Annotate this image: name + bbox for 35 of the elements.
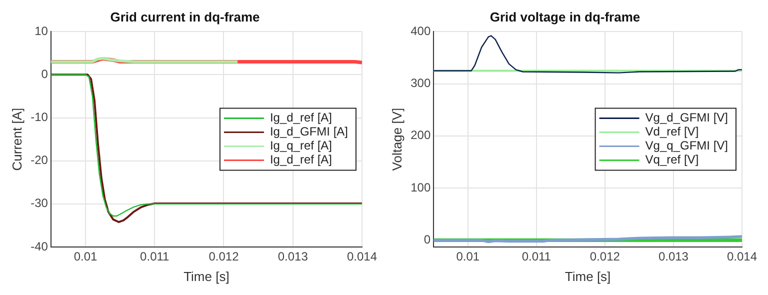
x-axis-title: Time [s]: [184, 268, 230, 284]
y-tick-label: 100: [410, 180, 431, 194]
x-tick-label: 0.01: [74, 250, 98, 264]
y-axis-title: Voltage [V]: [389, 108, 404, 171]
y-axis-title: Current [A]: [9, 108, 24, 171]
y-tick-label: 300: [410, 76, 431, 90]
x-tick-label: 0.014: [726, 250, 758, 264]
x-tick-label: 0.013: [658, 250, 689, 264]
legend-label: Ig_d_ref [A]: [270, 110, 332, 125]
x-axis-title: Time [s]: [564, 268, 611, 284]
x-tick-label: 0.013: [278, 250, 308, 264]
y-tick-label: 0: [424, 232, 431, 247]
x-tick-label: 0.011: [140, 250, 170, 264]
x-tick-label: 0.012: [208, 250, 240, 264]
y-tick-label: 200: [410, 128, 431, 142]
y-tick-label: -30: [30, 196, 48, 210]
legend-label: Vg_d_GFMI [V]: [645, 110, 728, 125]
chart-title: Grid current in dq-frame: [110, 9, 260, 24]
legend-label: Vg_q_GFMI [V]: [645, 138, 728, 153]
x-tick-label: 0.011: [522, 250, 552, 264]
legend-label: Ig_d_GFMI [A]: [270, 124, 348, 139]
y-tick-label: -10: [30, 110, 48, 124]
y-tick-label: -40: [30, 239, 48, 254]
y-tick-label: -20: [30, 153, 48, 168]
y-tick-label: 0: [41, 66, 48, 81]
y-tick-label: 400: [410, 24, 431, 38]
chart-title: Grid voltage in dq-frame: [490, 9, 640, 24]
legend-label: Ig_d_ref [A]: [270, 152, 332, 167]
legend-label: Vd_ref [V]: [645, 124, 699, 139]
legend-label: Ig_q_ref [A]: [270, 138, 332, 153]
y-tick-label: 10: [34, 24, 48, 38]
legend-label: Vq_ref [V]: [645, 152, 699, 167]
x-tick-label: 0.01: [456, 250, 480, 264]
x-tick-label: 0.014: [346, 250, 378, 264]
x-tick-label: 0.012: [590, 250, 620, 264]
